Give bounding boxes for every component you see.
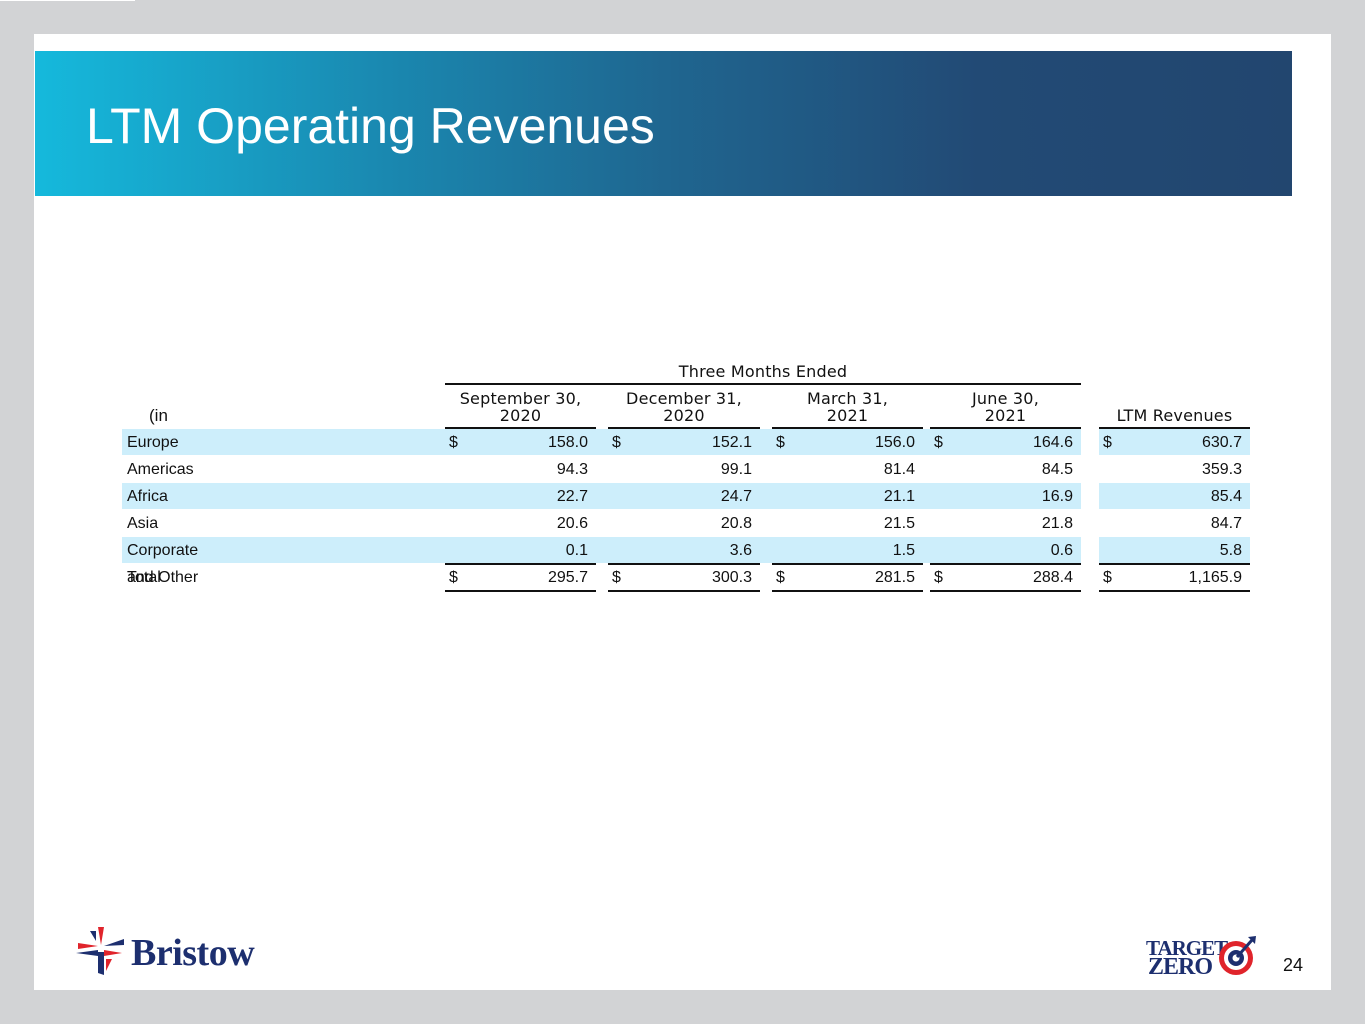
target-zero-line1: TARGET	[1146, 936, 1228, 960]
group-header-rule	[445, 383, 1081, 385]
column-header: December 31, 2020	[608, 390, 760, 424]
row-shading	[1099, 429, 1250, 455]
column-header-rule	[445, 427, 596, 429]
currency-symbol: $	[1103, 569, 1112, 586]
table-cell: 84.5	[1041, 461, 1073, 478]
total-bottom-rule	[445, 590, 596, 592]
currency-symbol: $	[612, 434, 621, 451]
row-shading	[122, 429, 1081, 455]
top-edge-line	[0, 0, 135, 1]
target-icon	[1219, 936, 1256, 975]
table-cell: 158.0	[547, 434, 588, 451]
column-header-line2: 2021	[826, 406, 869, 425]
column-header-rule	[772, 427, 923, 429]
table-cell: 24.7	[720, 488, 752, 505]
table-cell: 281.5	[874, 569, 915, 586]
total-bottom-rule	[930, 590, 1081, 592]
table-cell: 359.3	[1201, 461, 1242, 478]
row-label: Total	[127, 569, 161, 586]
column-header-line1: June 30,	[972, 389, 1039, 408]
column-header-line1: December 31,	[626, 389, 742, 408]
bristow-logo-icon	[76, 927, 124, 975]
column-header-line1: LTM Revenues	[1116, 406, 1233, 425]
column-header-rule	[930, 427, 1081, 429]
table-cell: 152.1	[711, 434, 752, 451]
total-top-rule	[445, 563, 596, 565]
table-cell: 0.1	[565, 542, 588, 559]
column-header: June 30, 2021	[930, 390, 1081, 424]
column-header-line1: March 31,	[806, 389, 889, 408]
table-cell: 22.7	[556, 488, 588, 505]
total-bottom-rule	[772, 590, 923, 592]
currency-symbol: $	[449, 434, 458, 451]
column-header-line2: 2020	[663, 406, 705, 425]
row-shading	[1099, 483, 1250, 509]
table-cell: 20.8	[720, 515, 752, 532]
target-zero-line2: ZERO	[1148, 954, 1213, 980]
total-top-rule	[930, 563, 1081, 565]
table-cell: 630.7	[1201, 434, 1242, 451]
table-cell: 94.3	[556, 461, 588, 478]
page-number: 24	[1283, 955, 1304, 975]
row-label: Europe	[127, 434, 179, 451]
total-top-rule	[608, 563, 760, 565]
bristow-logo: Bristow	[76, 925, 261, 977]
table-cell: 295.7	[547, 569, 588, 586]
row-label: Corporate and Other	[127, 542, 199, 586]
column-header: September 30, 2020	[445, 390, 596, 424]
row-label: Americas	[127, 461, 194, 478]
column-header: LTM Revenues	[1099, 407, 1250, 424]
table-cell: 288.4	[1032, 569, 1073, 586]
column-header: March 31, 2021	[772, 390, 923, 424]
slide-title: LTM Operating Revenues	[86, 98, 655, 154]
total-bottom-rule	[1099, 590, 1250, 592]
table-cell: 5.8	[1219, 542, 1242, 559]
slide: LTM Operating Revenues Three Months Ende…	[34, 34, 1331, 990]
row-shading	[122, 483, 1081, 509]
column-header-line2: 2020	[499, 406, 542, 425]
table-cell: 156.0	[874, 434, 915, 451]
currency-symbol: $	[612, 569, 621, 586]
table-cell: 21.1	[883, 488, 915, 505]
currency-symbol: $	[449, 569, 458, 586]
table-cell: 164.6	[1032, 434, 1073, 451]
total-top-rule	[772, 563, 923, 565]
currency-symbol: $	[776, 434, 785, 451]
column-header-line2: 2021	[984, 406, 1027, 425]
column-header-rule	[1099, 427, 1250, 429]
column-header-rule	[608, 427, 760, 429]
row-label: Africa	[127, 488, 168, 505]
currency-symbol: $	[934, 434, 943, 451]
table-cell: 99.1	[720, 461, 752, 478]
table-cell: 84.7	[1210, 515, 1242, 532]
total-top-rule	[1099, 563, 1250, 565]
currency-symbol: $	[776, 569, 785, 586]
title-banner: LTM Operating Revenues	[35, 51, 1292, 196]
table-cell: 1,165.9	[1188, 569, 1242, 586]
group-header: Three Months Ended	[678, 362, 848, 381]
total-bottom-rule	[608, 590, 760, 592]
table-cell: 81.4	[883, 461, 915, 478]
table-cell: 0.6	[1050, 542, 1073, 559]
table-cell: 300.3	[711, 569, 752, 586]
table-cell: 21.8	[1041, 515, 1073, 532]
column-header-line1: September 30,	[459, 389, 582, 408]
currency-symbol: $	[1103, 434, 1112, 451]
row-shading	[122, 537, 1081, 563]
bristow-wordmark: Bristow	[131, 932, 255, 974]
table-cell: 20.6	[556, 515, 588, 532]
table-cell: 3.6	[729, 542, 752, 559]
target-zero-logo: TARGET ZERO	[1146, 934, 1261, 980]
row-shading	[1099, 537, 1250, 563]
table-cell: 21.5	[883, 515, 915, 532]
table-cell: 1.5	[892, 542, 915, 559]
table-cell: 16.9	[1041, 488, 1073, 505]
currency-symbol: $	[934, 569, 943, 586]
table-cell: 85.4	[1210, 488, 1242, 505]
